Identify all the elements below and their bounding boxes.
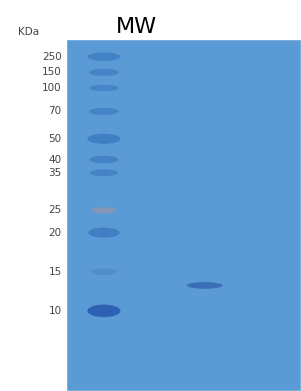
Ellipse shape (87, 134, 120, 144)
Text: 35: 35 (48, 168, 62, 178)
Text: 50: 50 (48, 134, 62, 144)
Text: 10: 10 (48, 306, 62, 316)
Text: MW: MW (116, 17, 157, 37)
Ellipse shape (187, 282, 223, 289)
Ellipse shape (89, 85, 119, 91)
Bar (66, 39, 301, 391)
Ellipse shape (87, 52, 120, 61)
Ellipse shape (92, 207, 116, 213)
Ellipse shape (89, 169, 118, 176)
Text: KDa: KDa (18, 27, 39, 37)
Ellipse shape (91, 268, 116, 275)
Ellipse shape (87, 305, 120, 317)
Text: 150: 150 (42, 67, 62, 77)
Ellipse shape (89, 69, 119, 76)
Text: 15: 15 (48, 267, 62, 277)
Text: 100: 100 (42, 83, 62, 93)
Text: 40: 40 (48, 154, 62, 165)
Text: 250: 250 (42, 52, 62, 62)
Ellipse shape (89, 108, 119, 115)
Ellipse shape (88, 228, 119, 238)
Ellipse shape (89, 156, 118, 163)
Text: 70: 70 (48, 106, 62, 117)
Text: 20: 20 (48, 228, 62, 238)
Text: 25: 25 (48, 205, 62, 215)
